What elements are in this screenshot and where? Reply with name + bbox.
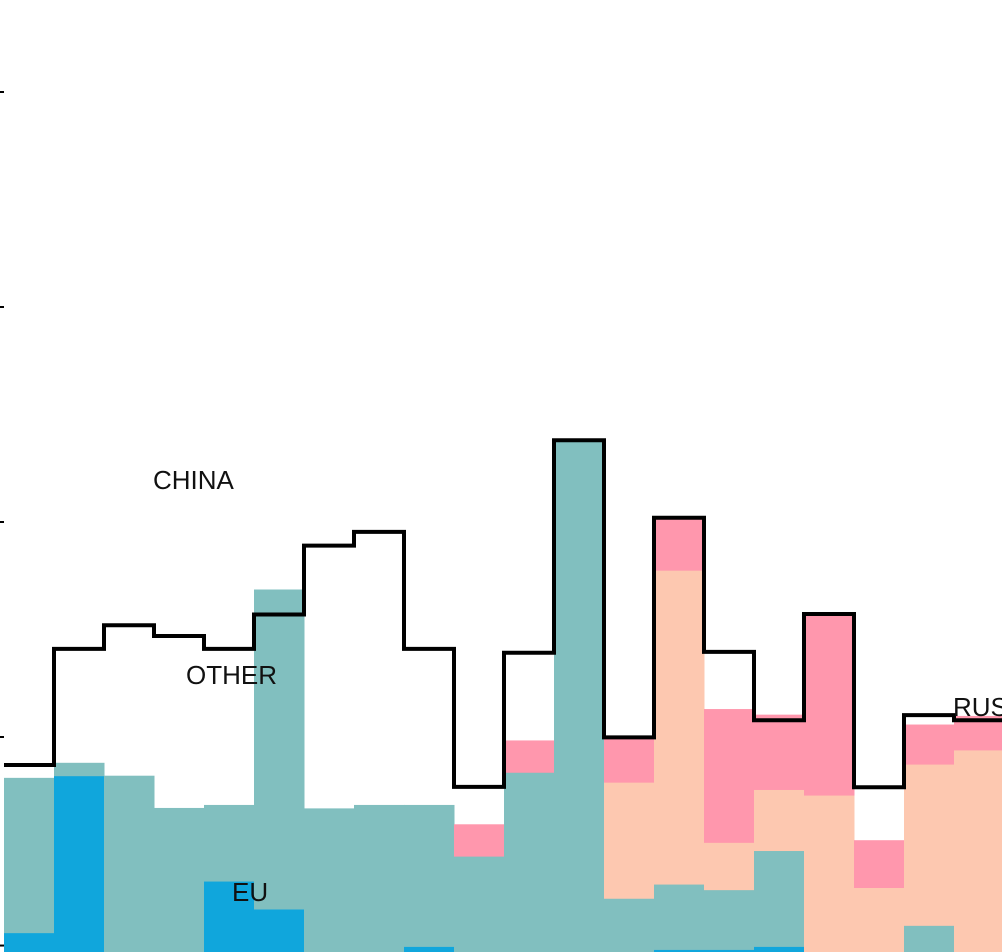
bar-segment-russia-17 [854,887,905,952]
bar-segment-eu-5 [254,909,305,952]
total-step-line [4,438,1002,790]
label-eu: EU [232,877,268,907]
bar-segment-china-16 [804,614,855,796]
bar-segment-russia-15 [754,789,805,852]
bar-segment-eu-1 [54,775,105,952]
bar-segment-other-2 [104,775,155,952]
bar-segment-other-3 [154,807,205,952]
bar-segment-other-14 [704,889,755,950]
bar-segment-eu-14 [704,949,755,952]
bar-segment-other-18 [904,925,955,952]
bar-segment-other-13 [654,884,705,950]
bar-segment-china-9 [454,824,505,857]
bar-segment-other-8 [404,804,455,947]
bar-segment-china-15 [754,714,805,790]
bar-segment-russia-16 [804,795,855,952]
bar-segment-other-1 [54,762,105,777]
label-russia: RUS [953,692,1002,722]
bar-segment-russia-19 [954,749,1002,952]
bar-segment-china-14 [704,709,755,843]
bar-segment-china-17 [854,840,905,888]
bar-segment-russia-14 [704,842,755,891]
bar-segment-russia-13 [654,570,705,885]
bar-segment-other-5 [254,589,305,910]
bar-segment-china-13 [654,518,705,571]
bar-segment-other-12 [604,898,655,952]
bar-segment-eu-8 [404,946,455,952]
bar-segment-china-18 [904,724,955,765]
bar-segment-eu-15 [754,946,805,952]
bar-segment-russia-12 [604,782,655,899]
label-china: CHINA [153,465,235,495]
bar-segment-other-9 [454,856,505,952]
bar-segment-eu-0 [4,932,55,952]
bar-segment-other-11 [554,440,605,952]
bar-segment-china-12 [604,737,655,783]
bar-segment-other-6 [304,808,355,952]
bar-segment-other-7 [354,804,405,952]
bar-segment-other-10 [504,772,555,952]
bar-segment-other-0 [4,777,55,934]
bar-segment-other-4 [204,804,255,882]
label-other: OTHER [186,660,277,690]
stacked-bars [4,440,1002,952]
bar-segment-russia-18 [904,764,955,926]
bar-segment-china-10 [504,740,555,773]
y-axis-ticks [0,91,4,947]
bar-segment-eu-13 [654,949,705,952]
bar-segment-other-15 [754,850,805,947]
bar-segment-eu-4 [204,881,255,952]
